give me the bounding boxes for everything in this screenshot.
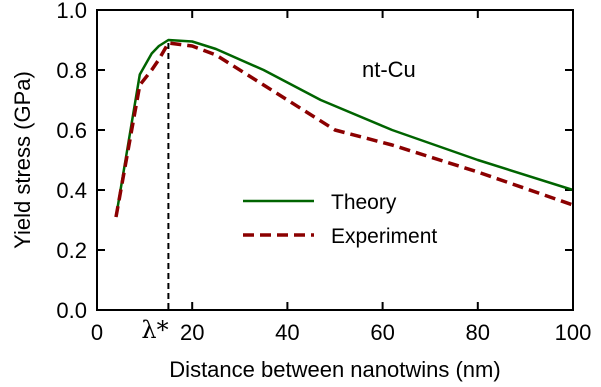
y-tick-label: 0.4 xyxy=(56,178,87,203)
plot-series xyxy=(114,38,574,310)
legend-label-experiment: Experiment xyxy=(331,225,437,248)
series-line-experiment xyxy=(114,41,574,218)
x-tick-label: 100 xyxy=(555,320,592,345)
material-annotation: nt-Cu xyxy=(362,57,416,82)
x-axis-label: Distance between nanotwins (nm) xyxy=(169,357,500,382)
x-tick-label: 40 xyxy=(275,320,299,345)
x-tick-label: 20 xyxy=(180,320,204,345)
y-axis-label: Yield stress (GPa) xyxy=(10,71,35,249)
x-tick-label: 80 xyxy=(466,320,490,345)
y-tick-label: 0.0 xyxy=(56,298,87,323)
tick-labels: 0.0 0.2 0.4 0.6 0.8 1.0 0 20 40 60 80 100 xyxy=(56,0,591,345)
x-tick-label: 60 xyxy=(370,320,394,345)
y-tick-label: 0.2 xyxy=(56,238,87,263)
series-line-theory xyxy=(114,38,574,218)
legend-label-theory: Theory xyxy=(331,191,397,214)
y-tick-label: 1.0 xyxy=(56,0,87,23)
y-tick-label: 0.6 xyxy=(56,118,87,143)
plot-frame xyxy=(96,9,574,311)
x-tick-label: 0 xyxy=(91,320,103,345)
critical-marker-label: λ* xyxy=(141,316,168,344)
legend: Theory Experiment xyxy=(243,191,437,248)
y-tick-label: 0.8 xyxy=(56,58,87,83)
